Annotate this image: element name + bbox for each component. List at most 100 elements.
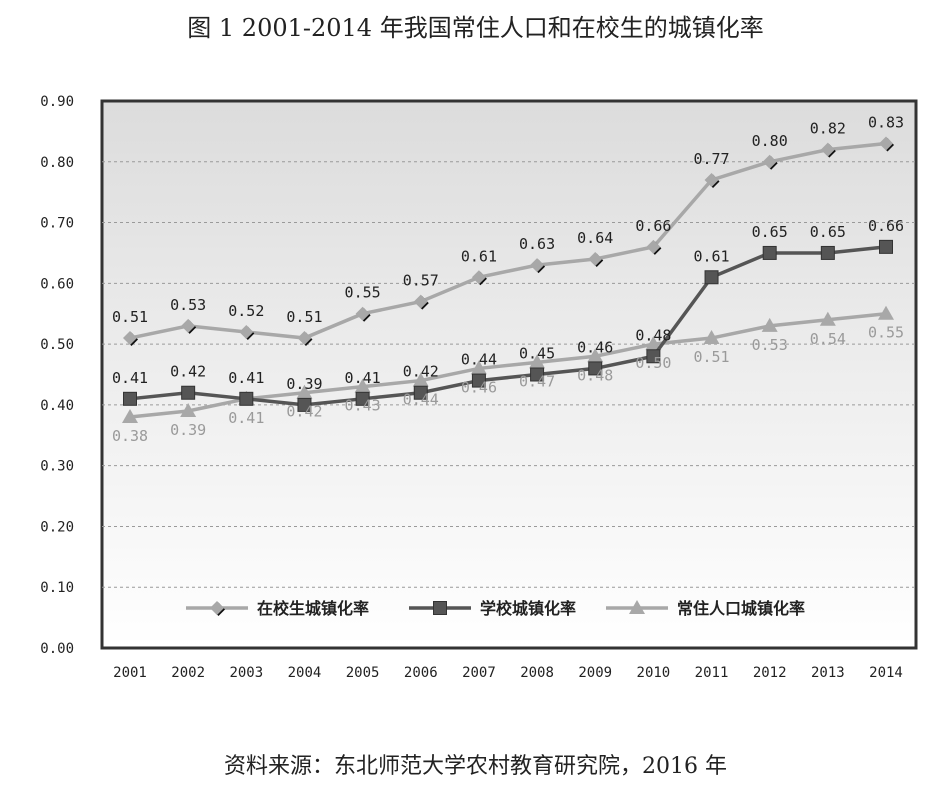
plot-area xyxy=(100,99,918,650)
data-label: 0.48 xyxy=(577,366,613,384)
legend-label: 在校生城镇化率 xyxy=(257,599,369,618)
series-line xyxy=(129,141,887,340)
data-label: 0.51 xyxy=(112,308,148,326)
data-label: 0.80 xyxy=(752,132,788,150)
data-label: 0.41 xyxy=(228,409,264,427)
triangle-marker xyxy=(761,317,778,332)
data-label: 0.66 xyxy=(868,217,904,235)
square-marker xyxy=(413,385,428,400)
data-label: 0.52 xyxy=(228,302,264,320)
line-chart: 0.00 0.10 0.20 0.30 0.40 0.50 0.60 0.70 0.80 0.90… xyxy=(40,94,918,681)
diamond-marker xyxy=(530,258,545,273)
triangle-marker xyxy=(629,600,645,614)
diamond-marker xyxy=(704,173,719,188)
data-label: 0.51 xyxy=(286,308,322,326)
x-tick-label: 2005 xyxy=(346,665,380,681)
series-2 xyxy=(123,239,893,412)
x-tick-label: 2001 xyxy=(113,665,147,681)
data-label: 0.46 xyxy=(461,378,497,396)
data-label: 0.46 xyxy=(577,338,613,356)
data-label: 0.42 xyxy=(286,403,322,421)
x-tick-label: 2008 xyxy=(520,665,554,681)
data-label: 0.55 xyxy=(345,284,381,302)
square-marker xyxy=(123,391,137,406)
diamond-marker xyxy=(239,324,254,339)
square-marker xyxy=(355,391,370,406)
series-3 xyxy=(122,305,894,424)
diamond-marker xyxy=(762,154,777,169)
data-label: 0.47 xyxy=(519,372,555,390)
triangle-marker xyxy=(819,311,836,326)
data-label: 0.61 xyxy=(461,247,497,265)
triangle-marker xyxy=(645,336,662,351)
diamond-marker xyxy=(355,306,370,321)
data-label: 0.44 xyxy=(403,391,439,409)
data-label: 0.77 xyxy=(693,150,729,168)
data-label: 0.51 xyxy=(693,348,729,366)
data-label: 0.44 xyxy=(461,351,497,369)
y-tick-label: 0.10 xyxy=(40,580,74,596)
data-label: 0.48 xyxy=(635,326,671,344)
diamond-marker xyxy=(413,294,428,309)
x-tick-label: 2010 xyxy=(637,665,671,681)
y-tick-label: 0.40 xyxy=(40,398,74,414)
data-label: 0.50 xyxy=(635,354,671,372)
y-tick-label: 0.00 xyxy=(40,641,74,657)
x-tick-label: 2002 xyxy=(171,665,205,681)
data-label: 0.53 xyxy=(752,336,788,354)
square-marker xyxy=(239,391,254,406)
gridlines xyxy=(102,161,916,588)
source-note: 资料来源：东北师范大学农村教育研究院，2016 年 xyxy=(224,754,727,779)
data-label: 0.53 xyxy=(170,296,206,314)
data-label: 0.42 xyxy=(403,363,439,381)
y-tick-label: 0.90 xyxy=(40,94,74,110)
legend-label: 常住人口城镇化率 xyxy=(677,599,805,618)
legend: 在校生城镇化率 学校城镇化率 常住人口城镇化率 xyxy=(186,599,805,618)
triangle-marker xyxy=(296,384,313,399)
x-tick-label: 2011 xyxy=(695,665,729,681)
triangle-marker xyxy=(354,378,371,393)
data-label: 0.55 xyxy=(868,324,904,342)
x-tick-label: 2003 xyxy=(229,665,263,681)
y-tick-label: 0.50 xyxy=(40,337,74,353)
data-label: 0.61 xyxy=(693,247,729,265)
data-label: 0.82 xyxy=(810,120,846,138)
x-tick-label: 2004 xyxy=(288,665,322,681)
y-tick-label: 0.70 xyxy=(40,216,74,232)
triangle-marker xyxy=(180,402,197,417)
legend-item-3: 常住人口城镇化率 xyxy=(606,599,805,618)
data-labels: 0.51 0.53 0.52 0.51 0.55 0.57 0.61 0.63 0.64 0.66… xyxy=(112,114,904,445)
diamond-marker xyxy=(471,270,486,285)
square-marker xyxy=(879,239,893,254)
triangle-marker xyxy=(412,372,429,387)
y-tick-label: 0.20 xyxy=(40,519,74,535)
diamond-marker xyxy=(820,142,835,157)
legend-item-2: 学校城镇化率 xyxy=(409,599,576,618)
data-label: 0.65 xyxy=(810,223,846,241)
data-label: 0.66 xyxy=(635,217,671,235)
data-label: 0.64 xyxy=(577,229,613,247)
data-label: 0.45 xyxy=(519,345,555,363)
x-tick-label: 2014 xyxy=(869,665,903,681)
square-marker xyxy=(297,397,312,412)
triangle-marker xyxy=(470,360,487,375)
series-line xyxy=(129,245,887,407)
diamond-marker xyxy=(646,239,661,254)
data-label: 0.43 xyxy=(345,397,381,415)
legend-label: 学校城镇化率 xyxy=(480,599,576,618)
diamond-marker xyxy=(210,601,224,615)
square-marker xyxy=(704,270,719,285)
triangle-marker xyxy=(587,348,604,363)
data-label: 0.42 xyxy=(170,363,206,381)
square-marker xyxy=(820,245,835,260)
y-axis: 0.00 0.10 0.20 0.30 0.40 0.50 0.60 0.70 0.80 0.90 xyxy=(40,94,74,657)
diamond-marker xyxy=(588,252,603,267)
x-tick-label: 2009 xyxy=(578,665,612,681)
chart-title: 图 1 2001-2014 年我国常住人口和在校生的城镇化率 xyxy=(187,14,764,42)
data-label: 0.38 xyxy=(112,427,148,445)
diamond-marker xyxy=(297,331,312,346)
data-label: 0.57 xyxy=(403,272,439,290)
data-label: 0.41 xyxy=(345,369,381,387)
data-label: 0.65 xyxy=(752,223,788,241)
data-label: 0.41 xyxy=(228,369,264,387)
